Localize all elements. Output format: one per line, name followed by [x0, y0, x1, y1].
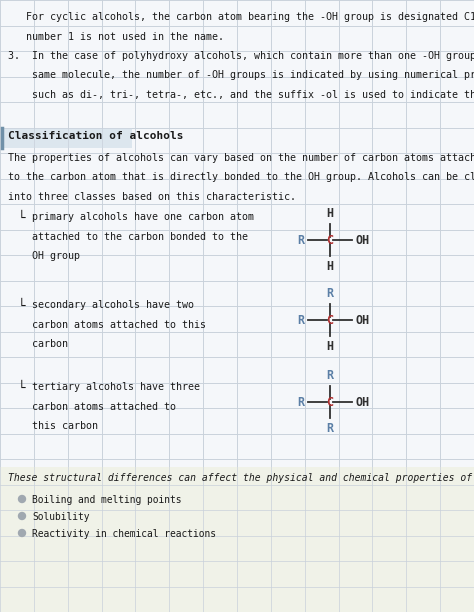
Text: These structural differences can affect the physical and chemical properties of : These structural differences can affect …	[8, 473, 474, 483]
Text: R: R	[327, 287, 334, 300]
Text: C: C	[327, 234, 334, 247]
Text: R: R	[327, 369, 334, 382]
Text: H: H	[327, 260, 334, 273]
Text: R: R	[297, 234, 304, 247]
Text: OH: OH	[356, 395, 370, 408]
Text: OH: OH	[356, 234, 370, 247]
Text: same molecule, the number of -OH groups is indicated by using numerical prefixes: same molecule, the number of -OH groups …	[8, 70, 474, 81]
Text: carbon: carbon	[32, 339, 68, 349]
Circle shape	[18, 529, 26, 537]
Text: into three classes based on this characteristic.: into three classes based on this charact…	[8, 192, 296, 202]
Text: attached to the carbon bonded to the: attached to the carbon bonded to the	[32, 231, 248, 242]
Text: R: R	[297, 313, 304, 326]
Text: C: C	[327, 395, 334, 408]
Text: R: R	[327, 422, 334, 435]
Text: └: └	[18, 382, 26, 395]
Text: OH group: OH group	[32, 251, 80, 261]
Text: └: └	[18, 212, 26, 225]
Text: C: C	[327, 313, 334, 326]
Text: primary alcohols have one carbon atom: primary alcohols have one carbon atom	[32, 212, 254, 222]
Text: number 1 is not used in the name.: number 1 is not used in the name.	[8, 31, 224, 42]
Text: carbon atoms attached to this: carbon atoms attached to this	[32, 319, 206, 329]
Text: tertiary alcohols have three: tertiary alcohols have three	[32, 382, 200, 392]
Text: The properties of alcohols can vary based on the number of carbon atoms attached: The properties of alcohols can vary base…	[8, 153, 474, 163]
Text: R: R	[297, 395, 304, 408]
Text: Reactivity in chemical reactions: Reactivity in chemical reactions	[32, 529, 216, 539]
Text: Classification of alcohols: Classification of alcohols	[8, 131, 183, 141]
Bar	[2, 128, 132, 148]
Text: H: H	[327, 340, 334, 353]
Text: secondary alcohols have two: secondary alcohols have two	[32, 300, 194, 310]
Text: Solubility: Solubility	[32, 512, 90, 522]
Text: carbon atoms attached to: carbon atoms attached to	[32, 401, 176, 411]
Text: H: H	[327, 207, 334, 220]
Text: 3.  In the case of polyhydroxy alcohols, which contain more than one -OH group i: 3. In the case of polyhydroxy alcohols, …	[8, 51, 474, 61]
Text: └: └	[18, 300, 26, 313]
Text: Boiling and melting points: Boiling and melting points	[32, 495, 182, 505]
Text: such as di-, tri-, tetra-, etc., and the suffix -ol is used to indicate that it : such as di-, tri-, tetra-, etc., and the…	[8, 90, 474, 100]
Text: to the carbon atom that is directly bonded to the OH group. Alcohols can be clas: to the carbon atom that is directly bond…	[8, 173, 474, 182]
Bar	[0, 467, 474, 612]
Text: For cyclic alcohols, the carbon atom bearing the -OH group is designated C1, but: For cyclic alcohols, the carbon atom bea…	[8, 12, 474, 22]
Circle shape	[18, 496, 26, 502]
Text: this carbon: this carbon	[32, 421, 98, 431]
Text: OH: OH	[356, 313, 370, 326]
Circle shape	[18, 512, 26, 520]
